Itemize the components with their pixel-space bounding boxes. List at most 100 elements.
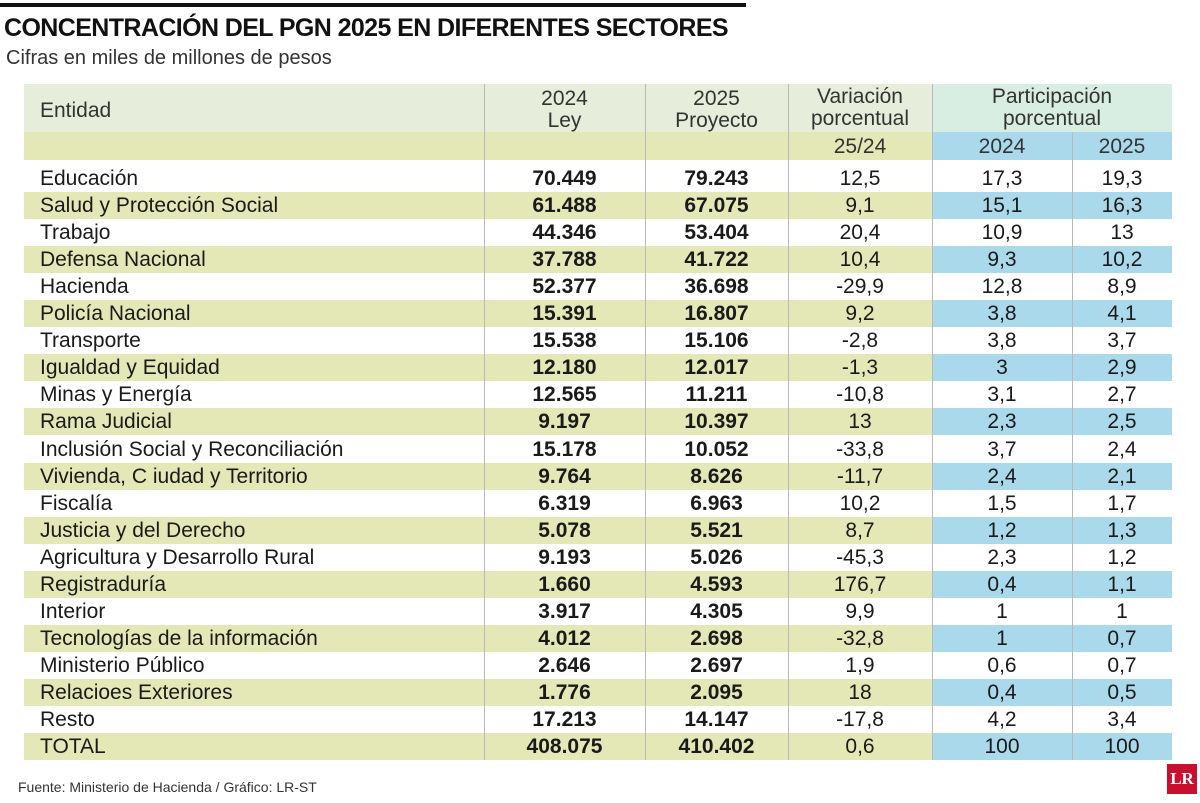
value-cell: 1 <box>1116 599 1128 623</box>
value-cell: 9,1 <box>788 192 932 220</box>
header-bg <box>24 132 932 160</box>
value-cell: 44.346 <box>532 221 597 245</box>
value-cell: 53.404 <box>684 221 749 245</box>
header-participacion: Participación <box>991 85 1113 108</box>
value-cell: 3.917 <box>538 599 591 623</box>
value-cell: 19,3 <box>1101 167 1143 190</box>
value-cell: -33,8 <box>836 437 884 461</box>
value-cell: 8,7 <box>788 516 932 544</box>
value-cell: 8.626 <box>645 462 788 490</box>
value-cell: 0,4 <box>932 570 1072 598</box>
value-cell: 15,1 <box>932 192 1072 220</box>
header-participacion: porcentual <box>1002 107 1102 130</box>
value-cell: 2.697 <box>690 653 743 677</box>
value-cell: -29,9 <box>836 275 884 299</box>
value-cell: 13 <box>1110 221 1134 245</box>
value-cell: 4.305 <box>690 599 743 623</box>
value-cell: 10,2 <box>839 491 881 515</box>
value-cell: -1,3 <box>788 354 932 382</box>
entity-cell: Resto <box>40 708 95 731</box>
entity-cell: Rama Judicial <box>24 408 484 436</box>
value-cell: 1,9 <box>845 653 875 677</box>
entity-cell: Inclusión Social y Reconciliación <box>40 437 344 461</box>
header-ley: Ley <box>547 109 582 132</box>
value-cell: 41.722 <box>645 246 788 274</box>
value-cell: 10,9 <box>981 221 1023 245</box>
value-cell: 0,7 <box>1107 653 1137 677</box>
value-cell: 2,3 <box>932 408 1072 436</box>
value-cell: 5.521 <box>645 516 788 544</box>
value-cell: 3,1 <box>987 383 1017 407</box>
entity-cell: Transporte <box>40 329 141 353</box>
value-cell: 15.538 <box>532 329 597 353</box>
value-cell: 1,5 <box>987 491 1017 515</box>
value-cell: 13 <box>788 408 932 436</box>
entity-cell: Registraduría <box>24 570 484 598</box>
value-cell: 6.963 <box>690 491 743 515</box>
entity-cell: Tecnologías de la información <box>24 624 484 652</box>
entity-cell: Agricultura y Desarrollo Rural <box>40 545 315 569</box>
value-cell: -11,7 <box>788 462 932 490</box>
value-cell: 2,4 <box>932 462 1072 490</box>
value-cell: 5.026 <box>690 545 743 569</box>
value-cell: 16.807 <box>645 300 788 328</box>
top-rule <box>0 3 746 7</box>
value-cell: 0,6 <box>788 733 932 761</box>
column-divider <box>1072 132 1073 760</box>
value-cell: 4,1 <box>1072 300 1172 328</box>
value-cell: 17,3 <box>981 167 1023 190</box>
entity-cell: Minas y Energía <box>40 383 192 407</box>
entity-cell: Trabajo <box>40 221 111 245</box>
entity-cell: Interior <box>40 599 106 623</box>
value-cell: 1 <box>932 624 1072 652</box>
value-cell: 3,8 <box>932 300 1072 328</box>
value-cell: 5.078 <box>484 516 645 544</box>
entity-cell: Educación <box>40 167 139 190</box>
value-cell: 176,7 <box>788 570 932 598</box>
value-cell: 1,2 <box>932 516 1072 544</box>
value-cell: 15.106 <box>684 329 749 353</box>
value-cell: 1,3 <box>1072 516 1172 544</box>
value-cell: -32,8 <box>788 624 932 652</box>
entity-cell: Igualdad y Equidad <box>24 354 484 382</box>
header-proyecto-year: 2025 <box>693 87 740 110</box>
value-cell: 9.764 <box>484 462 645 490</box>
value-cell: 2.698 <box>645 624 788 652</box>
value-cell: 9,9 <box>845 599 875 623</box>
value-cell: -2,8 <box>841 329 879 353</box>
entity-cell: Vivienda, C iudad y Territorio <box>24 462 484 490</box>
value-cell: 12.017 <box>645 354 788 382</box>
header-bg <box>932 132 1172 160</box>
value-cell: 20,4 <box>839 221 881 245</box>
value-cell: 1,1 <box>1072 570 1172 598</box>
column-divider <box>788 84 789 760</box>
value-cell: 0,4 <box>932 678 1072 706</box>
value-cell: 16,3 <box>1072 192 1172 220</box>
value-cell: 408.075 <box>484 733 645 761</box>
entity-cell: Fiscalía <box>40 491 113 515</box>
entity-cell: Policía Nacional <box>24 300 484 328</box>
value-cell: 12,8 <box>981 275 1023 299</box>
value-cell: 18 <box>788 678 932 706</box>
value-cell: 0,6 <box>987 653 1017 677</box>
value-cell: 9.193 <box>538 545 591 569</box>
value-cell: 1,7 <box>1107 491 1137 515</box>
value-cell: 1.660 <box>484 570 645 598</box>
value-cell: 12.565 <box>532 383 597 407</box>
value-cell: -10,8 <box>836 383 884 407</box>
header-variacion: porcentual <box>810 107 910 130</box>
value-cell: 12,5 <box>839 167 881 190</box>
value-cell: 0,5 <box>1072 678 1172 706</box>
value-cell: 52.377 <box>532 275 597 299</box>
value-cell: 10,4 <box>788 246 932 274</box>
value-cell: 1,2 <box>1107 545 1137 569</box>
value-cell: 4.593 <box>645 570 788 598</box>
value-cell: 17.213 <box>532 708 597 731</box>
value-cell: 36.698 <box>684 275 749 299</box>
header-entity: Entidad <box>40 99 112 122</box>
value-cell: 9,3 <box>932 246 1072 274</box>
value-cell: 15.178 <box>532 437 597 461</box>
value-cell: 10.052 <box>684 437 749 461</box>
entity-cell: Relacioes Exteriores <box>24 678 484 706</box>
